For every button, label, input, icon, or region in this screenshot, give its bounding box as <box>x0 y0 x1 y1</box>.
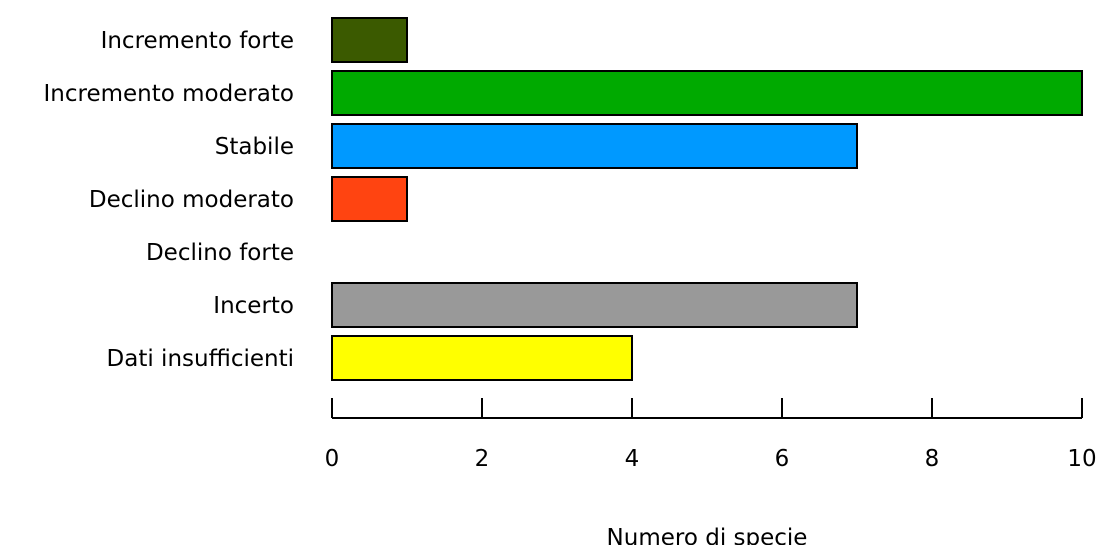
x-axis: 0 2 4 6 8 10 <box>325 398 1097 472</box>
bar-2 <box>331 123 858 169</box>
category-label-5: Incerto <box>213 293 294 319</box>
bar-1 <box>331 70 1083 116</box>
x-tick-label-5: 10 <box>1067 446 1096 472</box>
bar-5 <box>331 282 858 328</box>
x-tick-label-3: 6 <box>775 446 790 472</box>
category-label-2: Stabile <box>215 134 294 160</box>
category-label-4: Declino forte <box>146 240 294 266</box>
x-tick-label-0: 0 <box>325 446 340 472</box>
bars-layer <box>331 17 1083 381</box>
bar-0 <box>331 17 408 63</box>
category-label-3: Declino moderato <box>89 187 294 213</box>
x-tick-label-1: 2 <box>475 446 490 472</box>
category-label-6: Dati insufficienti <box>107 346 294 372</box>
bar-3 <box>331 176 408 222</box>
x-tick-label-4: 8 <box>925 446 940 472</box>
x-tick-label-2: 4 <box>625 446 640 472</box>
category-labels: Incremento forte Incremento moderato Stabi… <box>43 28 294 372</box>
category-label-1: Incremento moderato <box>43 81 294 107</box>
category-label-0: Incremento forte <box>101 28 294 54</box>
x-axis-label: Numero di specie <box>607 525 808 545</box>
bar-6 <box>331 335 633 381</box>
